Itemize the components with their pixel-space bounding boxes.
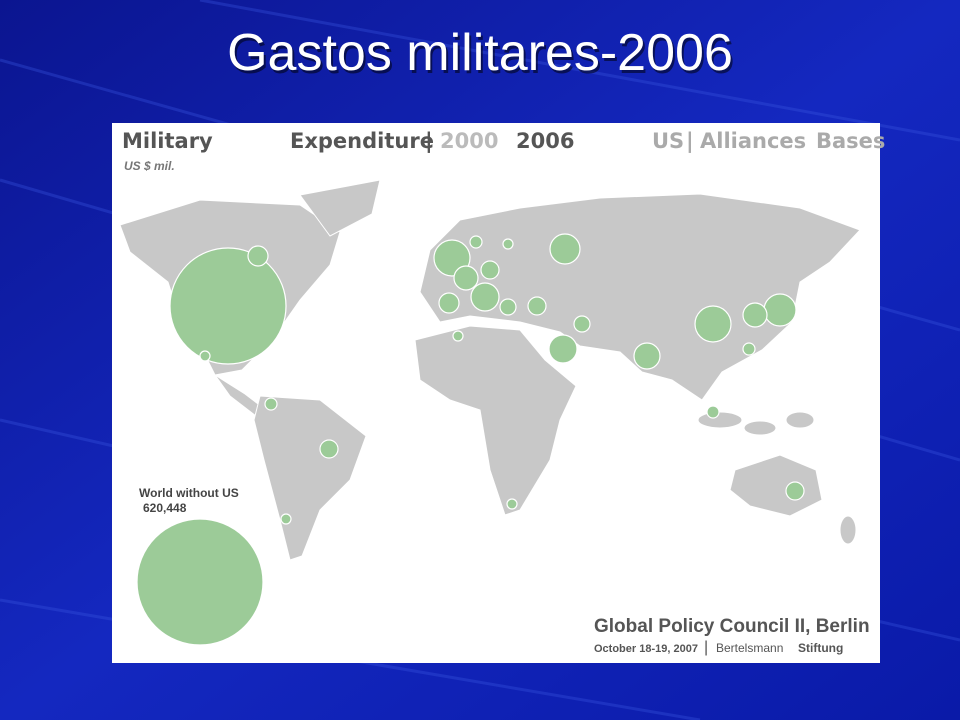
title-shadow: Gastos militares-2006	[229, 27, 735, 85]
separator: |	[704, 639, 708, 656]
date: October 18-19, 2007	[594, 643, 698, 655]
separator: |	[686, 129, 694, 154]
org-1: Bertelsmann	[716, 641, 783, 655]
inset-label: World without US	[139, 486, 239, 500]
org-2: Stiftung	[798, 641, 843, 655]
year-2000: 2000	[440, 129, 498, 153]
unit: US $ mil.	[124, 159, 175, 173]
separator: |	[425, 129, 433, 154]
us: US	[652, 129, 684, 153]
council: Global Policy Council II, Berlin	[594, 616, 870, 637]
inset-amount: 620,448	[143, 501, 187, 515]
expenditure-bubbles	[136, 233, 805, 646]
alliances: Alliances	[700, 129, 806, 153]
bases: Bases	[816, 129, 885, 153]
military: Military	[122, 129, 213, 153]
map-header: Military US $ mil. Expenditure | 2000 20…	[122, 129, 885, 173]
year-2006: 2006	[516, 129, 574, 153]
title: Gastos militares-2006	[227, 24, 733, 82]
expenditure: Expenditure	[290, 129, 434, 153]
